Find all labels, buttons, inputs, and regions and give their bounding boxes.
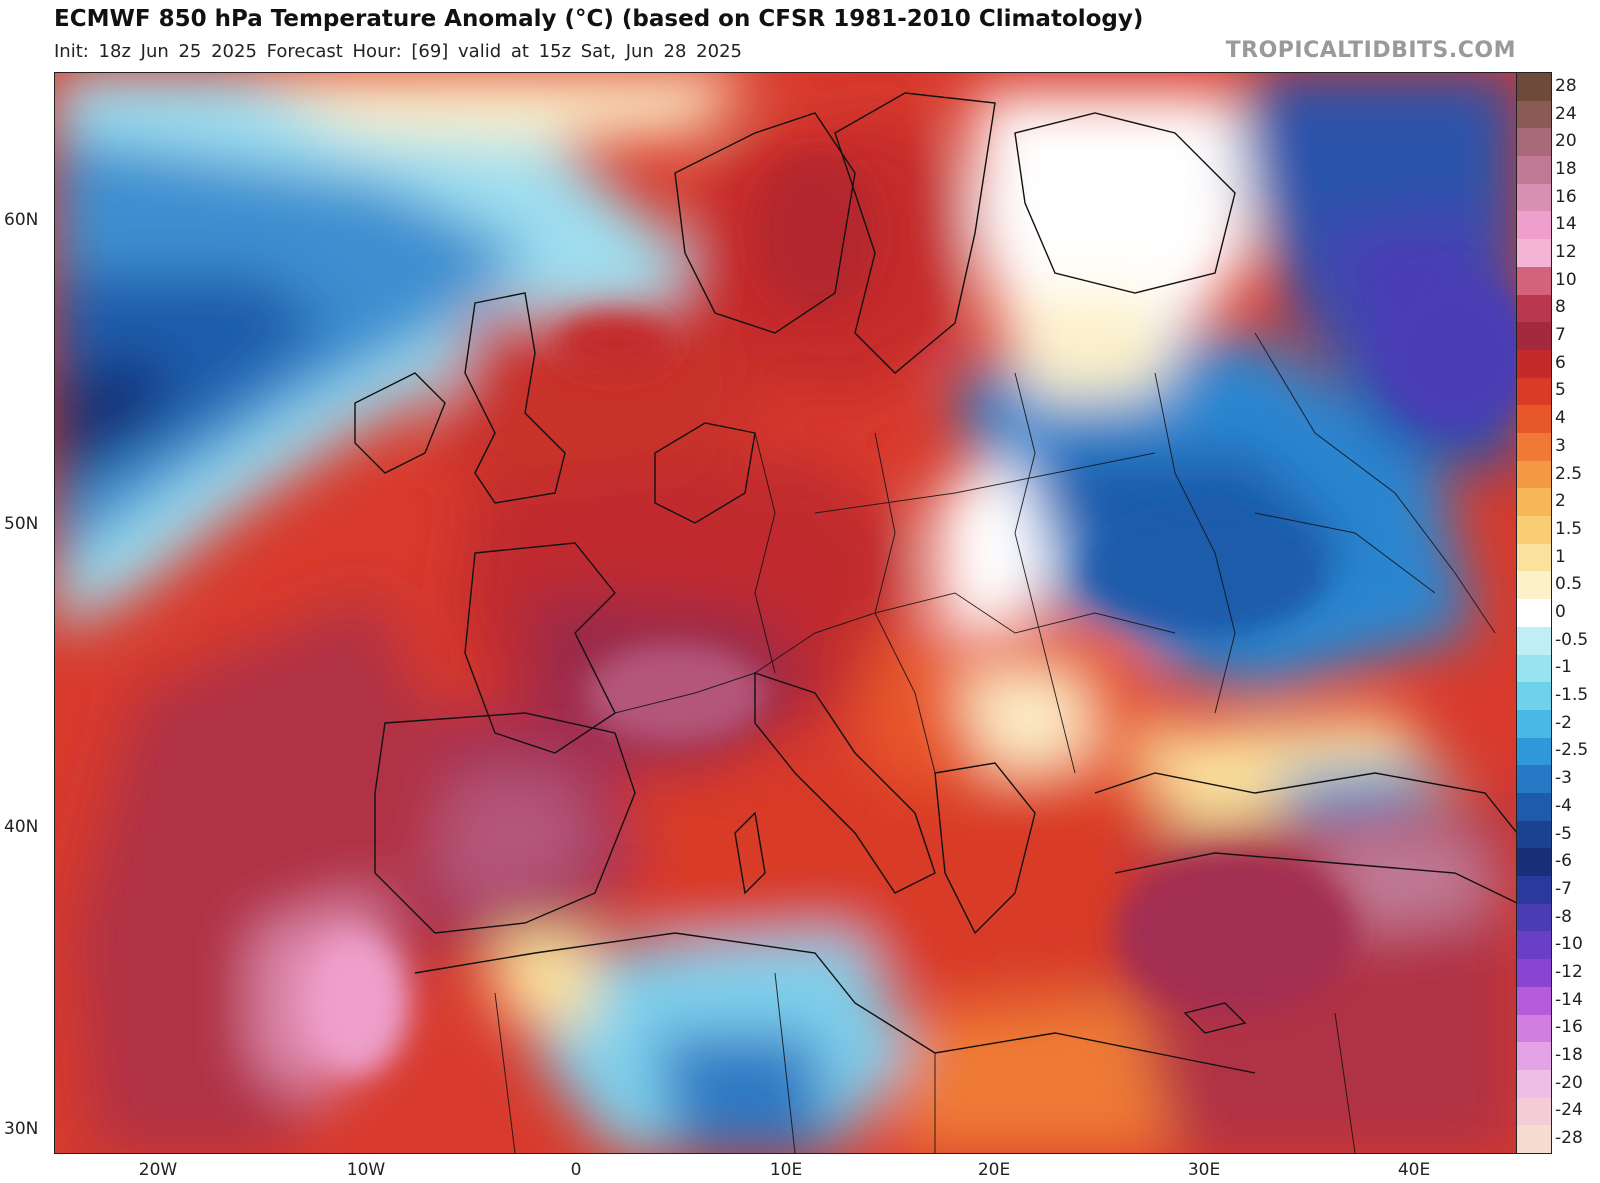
colorbar-label: 14 [1555,214,1577,235]
colorbar-label: -2.5 [1555,740,1589,761]
colorbar-swatch [1517,100,1551,129]
colorbar-swatch [1517,322,1551,351]
colorbar-label: -2 [1555,712,1572,733]
colorbar-swatch [1517,1097,1551,1126]
colorbar-label: 16 [1555,186,1577,207]
colorbar-label: -12 [1555,962,1583,982]
colorbar-swatch [1517,848,1551,877]
colorbar-label: -24 [1555,1100,1583,1121]
colorbar-label: -7 [1555,878,1572,899]
forecast-info: Init: 18z Jun 25 2025 Forecast Hour: [69… [54,41,742,62]
colorbar-swatch [1517,765,1551,794]
colorbar-label: 28 [1555,75,1577,96]
colorbar-label: 18 [1555,158,1577,179]
colorbar-label: -1 [1555,657,1572,678]
colorbar-swatch [1517,599,1551,628]
lat-label-40n: 40N [4,817,39,837]
colorbar-label: -5 [1555,823,1572,844]
colorbar-swatch [1517,1069,1551,1099]
colorbar-swatch [1517,876,1551,905]
colorbar-swatch [1517,543,1551,572]
colorbar-label: 2 [1555,491,1566,512]
colorbar-swatch [1517,377,1551,406]
lon-label-0: 0 [570,1160,582,1180]
country-borders [494,332,1496,1153]
colorbar-swatch [1517,294,1551,323]
lon-label-40e: 40E [1397,1160,1431,1180]
map-canvas [55,73,1517,1153]
colorbar-swatch [1517,1125,1551,1154]
colorbar-label: 2.5 [1555,463,1583,484]
colorbar-label: -3 [1555,768,1572,789]
lon-label-30e: 30E [1187,1160,1221,1180]
lat-label-50n: 50N [4,514,39,534]
colorbar-label: 24 [1555,103,1577,124]
colorbar-label: -4 [1555,795,1572,816]
colorbar-label: -8 [1555,906,1572,927]
anomaly-field [55,73,1517,1153]
colorbar-swatch [1517,682,1551,711]
colorbar-swatch [1517,266,1551,296]
colorbar-label: -6 [1555,851,1572,872]
colorbar-swatch [1517,571,1551,600]
colorbar-label: 12 [1555,242,1577,262]
lon-label-20w: 20W [138,1160,178,1180]
colorbar-swatch [1517,737,1551,766]
colorbar-label: 4 [1555,408,1566,429]
colorbar-swatch [1517,488,1551,517]
colorbar-swatch [1517,73,1551,102]
colorbar-label: 0.5 [1555,574,1583,595]
colorbar-label: -10 [1555,934,1583,955]
brand-watermark: TROPICALTIDBITS.COM [1225,38,1516,63]
colorbar-swatch [1517,211,1551,240]
colorbar-label: -16 [1555,1017,1583,1038]
chart-title: ECMWF 850 hPa Temperature Anomaly (°C) (… [54,6,1144,32]
anomaly-map [54,72,1518,1154]
colorbar-swatch [1517,626,1551,656]
colorbar-swatch [1517,903,1551,932]
colorbar-swatch [1517,460,1551,489]
colorbar-label: 20 [1555,131,1577,152]
colorbar-swatch [1517,516,1551,545]
anomaly-detail [305,153,1517,1073]
colorbar-label: -0.5 [1555,629,1589,650]
lon-label-10e: 10E [769,1160,803,1180]
colorbar-label: 1 [1555,546,1566,567]
lon-label-10w: 10W [346,1160,386,1180]
colorbar-swatch [1517,709,1551,739]
colorbar-swatch [1517,820,1551,849]
lat-label-30n: 30N [4,1119,39,1139]
lon-label-20e: 20E [977,1160,1011,1180]
colorbar-label: -1.5 [1555,685,1589,706]
colorbar-swatch [1517,1014,1551,1043]
colorbar-label: 3 [1555,435,1566,456]
colorbar-swatch [1517,128,1551,157]
colorbar-label: 7 [1555,325,1566,346]
colorbar-label: 5 [1555,380,1566,401]
colorbar-swatch [1517,931,1551,960]
colorbar-swatch [1517,405,1551,434]
colorbar-label: 8 [1555,297,1566,318]
lat-label-60n: 60N [4,210,39,230]
colorbar-swatch [1517,156,1551,185]
colorbar-label: -20 [1555,1072,1583,1093]
colorbar-label: 1.5 [1555,518,1583,539]
colorbar-label: -18 [1555,1045,1583,1066]
colorbar-swatch [1517,239,1551,268]
colorbar-swatch [1517,654,1551,683]
colorbar-swatch [1517,349,1551,379]
colorbar-swatch [1517,959,1551,988]
colorbar-label: -28 [1555,1128,1583,1149]
colorbar-label: 10 [1555,269,1577,290]
colorbar-swatch [1517,433,1551,462]
colorbar-swatch [1517,1042,1551,1071]
colorbar-label: -14 [1555,989,1583,1010]
colorbar-label: 6 [1555,352,1566,373]
colorbar-swatch [1517,986,1551,1016]
colorbar-label: 0 [1555,602,1566,622]
colorbar [1516,72,1552,1154]
colorbar-swatch [1517,793,1551,822]
colorbar-swatch [1517,183,1551,212]
